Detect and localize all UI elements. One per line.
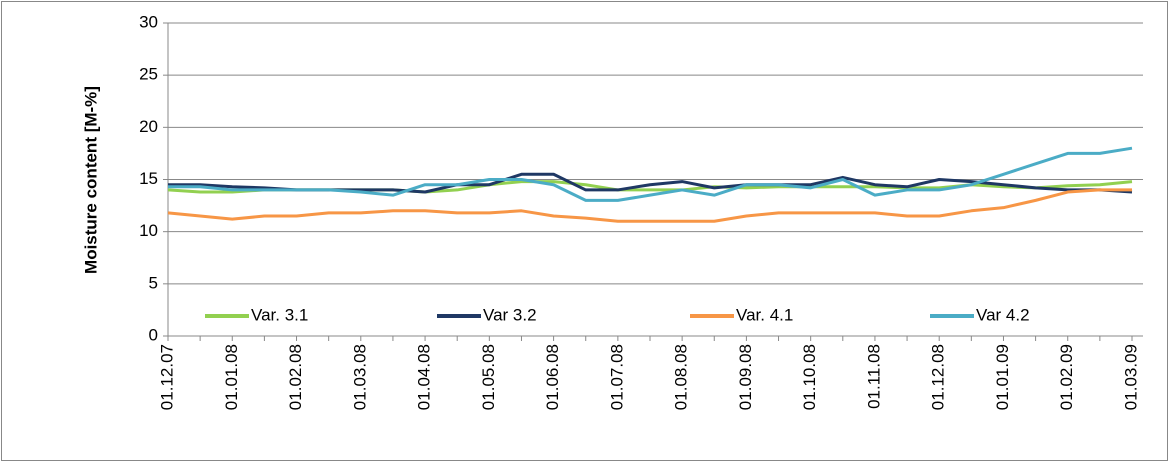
legend-label: Var. 4.1 xyxy=(736,305,793,324)
x-tick-label: 01.02.09 xyxy=(1057,344,1076,410)
x-tick-label: 01.08.08 xyxy=(672,344,691,410)
x-tick-label: 01.06.08 xyxy=(543,344,562,410)
legend-label: Var 3.2 xyxy=(483,305,537,324)
y-tick-label: 5 xyxy=(149,273,158,292)
y-tick-label: 0 xyxy=(149,325,158,344)
legend-label: Var. 3.1 xyxy=(251,305,308,324)
x-tick-label: 01.02.08 xyxy=(286,344,305,410)
y-tick-label: 15 xyxy=(139,169,158,188)
series-line xyxy=(168,146,1133,202)
y-tick-label: 25 xyxy=(139,65,158,84)
y-axis-label: Moisture content [M-%] xyxy=(81,86,100,274)
x-tick-label: 01.05.08 xyxy=(479,344,498,410)
x-tick-label: 01.12.07 xyxy=(157,344,176,410)
series-line xyxy=(167,188,1132,223)
x-tick-label: 01.03.08 xyxy=(350,344,369,410)
y-tick-label: 10 xyxy=(139,221,158,240)
x-tick-label: 01.12.08 xyxy=(929,344,948,410)
x-tick-label: 01.03.09 xyxy=(1121,344,1140,410)
x-tick-label: 01.01.08 xyxy=(222,344,241,410)
x-tick-label: 01.01.09 xyxy=(993,344,1012,410)
x-tick-label: 01.07.08 xyxy=(607,344,626,410)
x-tick-label: 01.04.08 xyxy=(415,344,434,410)
x-tick-label: 01.09.08 xyxy=(736,344,755,410)
y-tick-label: 30 xyxy=(139,12,158,31)
y-tick-label: 20 xyxy=(139,117,158,136)
legend-label: Var 4.2 xyxy=(976,305,1030,324)
x-tick-label: 01.10.08 xyxy=(800,344,819,410)
x-tick-label: 01.11.08 xyxy=(864,344,883,409)
